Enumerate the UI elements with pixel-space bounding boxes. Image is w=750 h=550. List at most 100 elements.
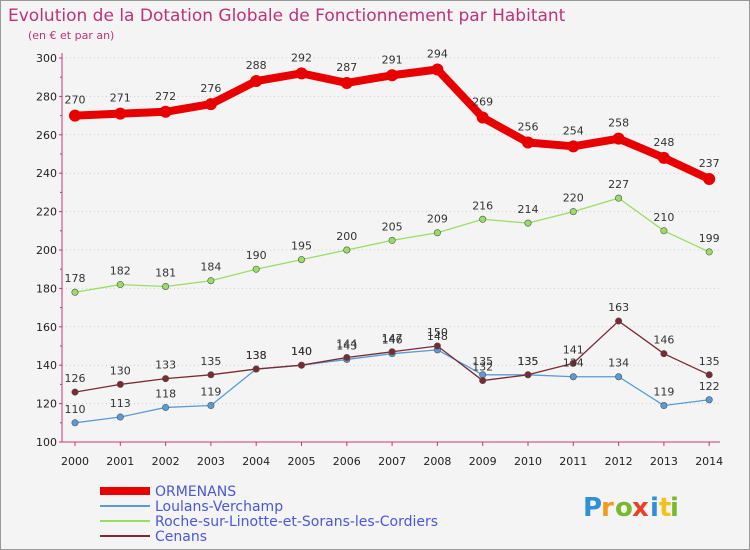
y-tick-label: 140 <box>36 359 57 372</box>
legend-label: Roche-sur-Linotte-et-Sorans-les-Cordiers <box>155 514 438 530</box>
data-label: 292 <box>291 51 312 64</box>
series-labels-0: 270 271 272 276 288 292 287 291 294 269 256 254 258 2… <box>65 48 720 170</box>
legend-label: ORMENANS <box>155 484 236 500</box>
x-tick-label: 2005 <box>288 455 316 468</box>
data-label: 134 <box>563 357 584 370</box>
y-tick-label: 300 <box>36 52 57 65</box>
x-tick-label: 2003 <box>197 455 225 468</box>
x-tick-label: 2012 <box>605 455 633 468</box>
data-label: 150 <box>427 326 448 339</box>
data-label: 119 <box>653 386 674 399</box>
y-tick-label: 180 <box>36 282 57 295</box>
data-label: 210 <box>653 211 674 224</box>
chart-subtitle: (en € et par an) <box>28 29 114 42</box>
data-point <box>207 371 215 379</box>
data-label: 199 <box>699 232 720 245</box>
data-point <box>69 109 81 122</box>
data-label: 118 <box>155 387 176 400</box>
data-label: 181 <box>155 266 176 279</box>
x-tick-label: 2013 <box>650 455 678 468</box>
data-label: 146 <box>653 334 674 347</box>
data-label: 135 <box>200 355 221 368</box>
data-label: 119 <box>200 386 221 399</box>
data-label: 178 <box>65 272 86 285</box>
data-point <box>116 281 124 289</box>
data-point <box>388 236 396 244</box>
y-tick-label: 220 <box>36 206 57 219</box>
data-label: 126 <box>65 372 86 385</box>
y-tick-label: 100 <box>36 436 57 449</box>
x-tick-label: 2010 <box>514 455 542 468</box>
logo-letter: i <box>650 493 659 523</box>
x-tick-label: 2007 <box>378 455 406 468</box>
data-label: 135 <box>472 355 493 368</box>
logo-letter: t <box>659 493 671 523</box>
data-point <box>114 107 127 120</box>
data-point <box>615 317 623 325</box>
data-label: 200 <box>336 230 357 243</box>
data-point <box>660 227 668 235</box>
data-point <box>615 373 623 381</box>
data-label: 144 <box>336 338 357 351</box>
data-point <box>705 248 713 256</box>
data-label: 182 <box>110 265 131 278</box>
data-label: 143 <box>336 339 357 352</box>
data-label: 135 <box>518 355 539 368</box>
legend: ORMENANSLoulans-VerchampRoche-sur-Linott… <box>100 484 438 545</box>
data-label: 269 <box>472 96 493 109</box>
legend-label: Loulans-Verchamp <box>155 499 283 515</box>
data-point <box>162 375 170 383</box>
data-point <box>204 98 217 111</box>
data-point <box>162 403 170 411</box>
axes: 100 120 140 160 180 200 220 240 260 280 300 2000 200… <box>36 52 723 468</box>
data-label: 148 <box>427 330 448 343</box>
logo-letter: i <box>670 493 679 523</box>
x-tick-label: 2008 <box>423 455 451 468</box>
data-point <box>705 371 713 379</box>
data-point <box>71 419 79 427</box>
data-label: 122 <box>699 380 720 393</box>
y-tick-label: 240 <box>36 167 57 180</box>
data-label: 287 <box>336 61 357 74</box>
data-point <box>615 194 623 202</box>
data-point <box>660 402 668 410</box>
data-label: 141 <box>563 343 584 356</box>
data-label: 214 <box>518 203 539 216</box>
x-tick-label: 2001 <box>106 455 134 468</box>
data-point <box>297 361 305 369</box>
data-point <box>71 288 79 296</box>
chart-title: Evolution de la Dotation Globale de Fonc… <box>8 6 566 26</box>
data-point <box>252 265 260 273</box>
data-label: 190 <box>246 249 267 262</box>
data-label: 209 <box>427 213 448 226</box>
data-point <box>431 63 444 76</box>
data-label: 258 <box>608 117 629 130</box>
y-tick-label: 260 <box>36 129 57 142</box>
x-tick-label: 2014 <box>695 455 723 468</box>
series-labels-2: 178 182 181 184 190 195 200 205 209 216 214 220 227 2… <box>65 178 720 285</box>
data-point <box>388 348 396 356</box>
data-point <box>295 67 308 80</box>
data-label: 147 <box>382 332 403 345</box>
data-point <box>250 75 263 88</box>
data-label: 140 <box>291 345 312 358</box>
data-label: 256 <box>518 120 539 133</box>
data-point <box>569 208 577 216</box>
series-0 <box>69 63 716 185</box>
data-label: 276 <box>200 82 221 95</box>
x-tick-label: 2000 <box>61 455 89 468</box>
data-label: 184 <box>200 261 221 274</box>
data-label: 272 <box>155 90 176 103</box>
y-tick-label: 280 <box>36 90 57 103</box>
data-label: 146 <box>382 334 403 347</box>
data-label: 113 <box>110 397 131 410</box>
data-label: 130 <box>110 364 131 377</box>
logo-letter: o <box>615 493 633 523</box>
data-label: 220 <box>563 192 584 205</box>
y-tick-label: 120 <box>36 398 57 411</box>
data-point <box>340 76 353 89</box>
